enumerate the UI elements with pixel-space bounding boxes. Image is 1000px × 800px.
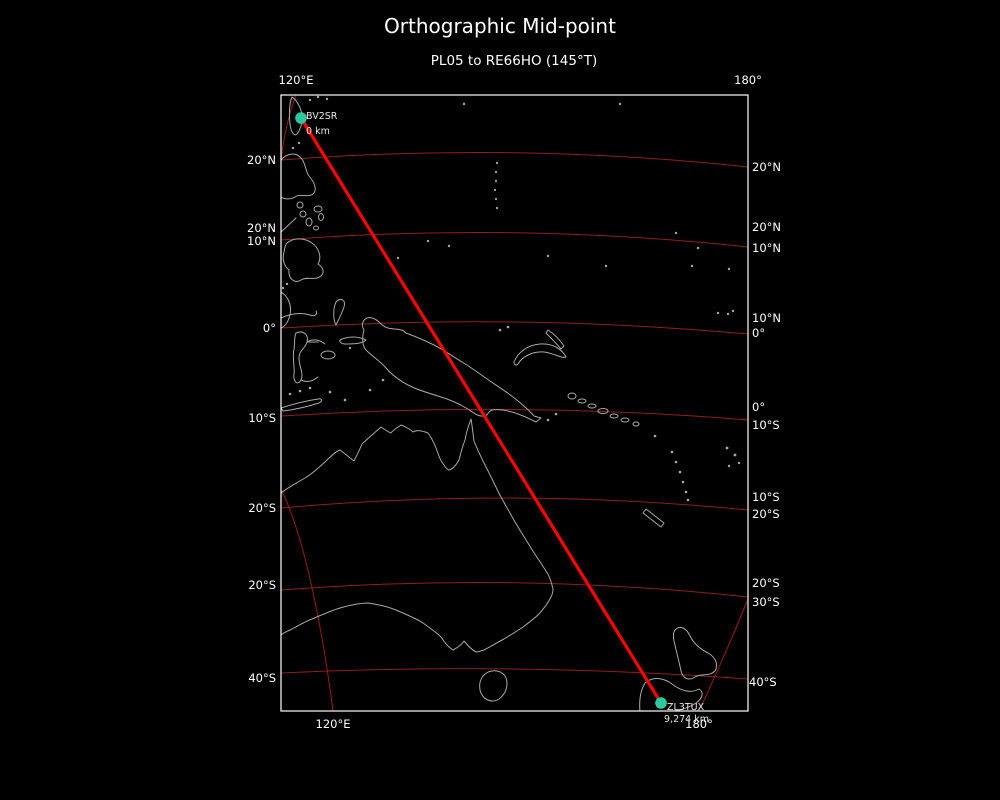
grid-label-left-7: 40°S [248, 671, 276, 685]
grid-label-right-9: 20°S [752, 576, 780, 590]
grid-label-left-5: 20°S [248, 501, 276, 515]
meridian-line [281, 489, 334, 711]
coastline-tasmania [479, 670, 508, 702]
figure-title: Orthographic Mid-point [384, 14, 616, 38]
coastline-solomon [587, 403, 597, 409]
grid-label-left-6: 20°S [248, 578, 276, 592]
grid-label-bottom-0: 120°E [315, 717, 351, 731]
grid-label-top-1: 180° [734, 73, 762, 87]
coastline-bougainville [567, 392, 577, 400]
coastline-island [305, 217, 313, 227]
coastline-sulawesi-arm [300, 376, 319, 382]
coastline-new-britain [513, 343, 567, 366]
grid-label-right-7: 10°S [752, 490, 780, 504]
coastline-island [296, 201, 304, 209]
point-marker-bv2sr[interactable] [295, 112, 307, 124]
grid-label-left-1: 20°N [247, 221, 276, 235]
parallel-line [281, 668, 748, 680]
coastline-solomon [620, 417, 630, 423]
grid-label-right-4: 0° [752, 326, 766, 340]
grid-label-left-2: 10°N [247, 234, 276, 248]
coastline-nz-north-island [672, 626, 718, 680]
grid-label-bottom-1: 180° [685, 717, 713, 731]
parallel-line [281, 231, 748, 248]
grid-label-left-4: 10°S [248, 411, 276, 425]
coastline-seram [339, 336, 367, 345]
coastline-buru [320, 350, 336, 360]
grid-label-right-5: 0° [752, 400, 766, 414]
coastline-solomon [609, 413, 619, 419]
coastline-solomon [632, 421, 640, 427]
coastline-solomon [597, 408, 609, 414]
grid-label-left-0: 20°N [247, 153, 276, 167]
graticule-layer [281, 95, 748, 711]
coastline-layer [281, 96, 718, 711]
coastline-nz-south-island [639, 678, 703, 711]
grid-label-top-0: 120°E [278, 73, 314, 87]
point-callsign-bv2sr: BV2SR [306, 111, 338, 122]
coastline-halmahera [333, 299, 345, 326]
grid-label-left-3: 0° [262, 321, 276, 335]
coastline-borneo [281, 291, 291, 329]
parallel-line [281, 151, 748, 168]
great-circle-route [299, 117, 663, 704]
grid-label-right-1: 20°N [752, 220, 781, 234]
parallel-line [281, 408, 748, 421]
meridian-line [281, 95, 297, 163]
parallel-line [281, 321, 748, 335]
grid-label-right-11: 40°S [749, 675, 777, 689]
coastline-solomon [577, 398, 587, 404]
coastline-new-guinea [361, 317, 542, 423]
coastline-sulawesi-arm [281, 310, 318, 319]
grid-label-right-0: 20°N [752, 160, 781, 174]
coastline-island [299, 210, 307, 218]
grid-label-right-10: 30°S [752, 595, 780, 609]
coastline-luzon [281, 153, 316, 200]
coastline-new-ireland [545, 329, 565, 350]
grid-label-right-8: 20°S [752, 507, 780, 521]
coastline-australia [281, 418, 554, 653]
parallel-line [281, 497, 748, 511]
parallel-line [281, 581, 748, 598]
coastline-island [313, 225, 319, 231]
coastline-island [318, 213, 324, 221]
grid-label-right-2: 10°N [752, 241, 781, 255]
point-callsign-zl3tux: ZL3TUX [667, 702, 705, 713]
coastline-island [313, 205, 323, 213]
coastline-sulawesi-arm [306, 339, 326, 345]
coastline-sulawesi [292, 331, 308, 384]
coastline-new-caledonia [642, 508, 665, 528]
grid-label-right-3: 10°N [752, 311, 781, 325]
route-layer [295, 112, 667, 709]
point-marker-zl3tux[interactable] [655, 697, 667, 709]
point-distance-zl3tux: 9,274 km [664, 714, 709, 725]
coastline-timor [281, 398, 322, 412]
grid-label-right-6: 10°S [752, 418, 780, 432]
coastline-palawan [281, 217, 297, 233]
coastline-taiwan [288, 96, 303, 136]
point-distance-bv2sr: 0 km [306, 126, 330, 137]
island-specks [281, 95, 741, 502]
coastline-mindanao [282, 238, 324, 282]
axes-subtitle: PL05 to RE66HO (145°T) [430, 53, 598, 69]
meridian-line [698, 598, 748, 711]
map-frame [280, 94, 749, 712]
